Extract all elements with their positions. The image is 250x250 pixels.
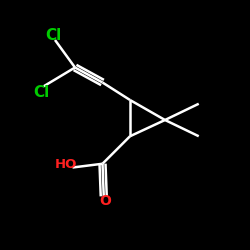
Text: HO: HO: [55, 158, 78, 172]
Text: O: O: [99, 194, 111, 208]
Text: Cl: Cl: [33, 85, 49, 100]
Text: Cl: Cl: [46, 28, 62, 42]
